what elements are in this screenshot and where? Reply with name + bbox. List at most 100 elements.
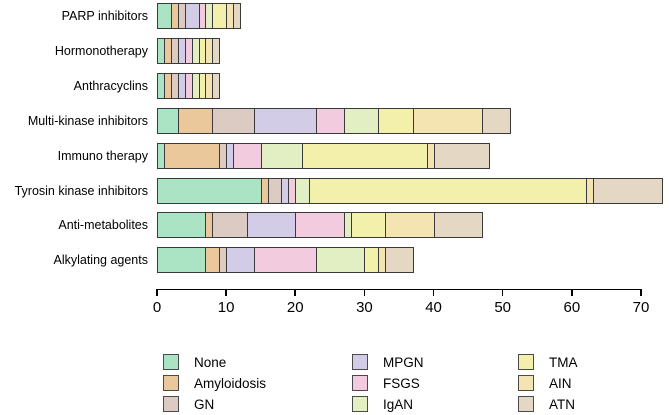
bar-segment-tma	[378, 107, 415, 134]
bar-row	[157, 107, 511, 134]
legend-swatch	[518, 354, 534, 370]
x-axis-tick-label: 20	[286, 299, 304, 316]
bar-segment-ain	[385, 212, 435, 239]
bar-segment-tma	[212, 3, 228, 29]
bar-row	[157, 247, 415, 274]
bar-segment-fsgs	[253, 247, 318, 274]
legend-label: IgAN	[383, 396, 414, 412]
legend-swatch	[163, 375, 179, 391]
bar-segment-gn	[267, 177, 283, 204]
bar-segment-amyloidosis	[205, 247, 221, 274]
legend-swatch	[518, 396, 534, 412]
x-axis-tick-label: 10	[217, 299, 235, 316]
x-axis-tick	[640, 288, 642, 296]
x-axis-tick	[432, 288, 435, 296]
bar-row	[157, 3, 242, 29]
bar-row	[157, 72, 221, 99]
category-label: Anti-metabolites	[58, 218, 148, 233]
x-axis-tick	[571, 288, 573, 296]
legend-label: ATN	[549, 396, 575, 412]
legend-swatch	[163, 354, 179, 370]
legend-item-mpgn: MPGN	[352, 354, 424, 370]
bar-segment-none	[157, 212, 207, 239]
legend-swatch	[352, 354, 368, 370]
bar-segment-fsgs	[233, 142, 262, 169]
legend-label: TMA	[549, 354, 578, 370]
legend-label: Amyloidosis	[194, 375, 267, 391]
bar-segment-igan	[343, 107, 380, 134]
bar-segment-tma	[350, 212, 387, 239]
legend-swatch	[518, 375, 534, 391]
bar-segment-amyloidosis	[163, 142, 221, 169]
category-label: Immuno therapy	[57, 148, 148, 163]
bar-segment-atn	[482, 107, 511, 134]
bar-segment-mpgn	[226, 247, 255, 274]
x-axis-tick	[363, 288, 366, 296]
category-label: Hormonotherapy	[54, 43, 148, 58]
bar-segment-amyloidosis	[177, 107, 214, 134]
bar-segment-none	[157, 177, 262, 204]
bar-segment-tma	[309, 177, 587, 204]
x-axis-tick-label: 60	[563, 299, 581, 316]
x-axis-tick-label: 70	[632, 299, 650, 316]
bar-row	[157, 142, 491, 169]
bar-segment-igan	[295, 177, 311, 204]
legend-label: MPGN	[383, 354, 424, 370]
bar-segment-none	[157, 3, 173, 29]
bar-segment-tma	[364, 247, 380, 274]
bar-segment-mpgn	[184, 3, 200, 29]
legend-label: None	[194, 354, 227, 370]
bar-segment-mpgn	[246, 212, 297, 239]
legend-item-fsgs: FSGS	[352, 375, 420, 391]
bar-segment-atn	[433, 142, 491, 169]
x-axis-tick-label: 30	[356, 299, 373, 316]
legend-item-amyloidosis: Amyloidosis	[163, 375, 266, 391]
legend-item-none: None	[163, 354, 226, 370]
bar-segment-none	[157, 107, 179, 134]
category-label: PARP inhibitors	[61, 9, 148, 23]
bar-segment-atn	[385, 247, 415, 274]
bar-segment-atn	[233, 3, 242, 29]
bar-segment-igan	[316, 247, 366, 274]
bar-segment-ain	[412, 107, 484, 134]
legend-item-atn: ATN	[518, 396, 575, 412]
bar-segment-atn	[212, 72, 221, 99]
legend-item-gn: GN	[163, 396, 214, 412]
x-axis-tick-label: 40	[425, 299, 442, 316]
bar-row	[157, 212, 484, 239]
legend-swatch	[352, 375, 368, 391]
bar-row	[157, 177, 663, 204]
x-axis-tick	[501, 288, 504, 296]
legend-label: GN	[194, 396, 215, 412]
bar-segment-none	[157, 247, 207, 274]
bar-segment-atn	[592, 177, 663, 204]
legend-item-igan: IgAN	[352, 396, 413, 412]
legend-swatch	[352, 396, 368, 412]
bar-segment-atn	[212, 37, 221, 64]
category-label: Alkylating agents	[53, 253, 148, 268]
category-label: Multi-kinase inhibitors	[27, 113, 148, 128]
legend-item-ain: AIN	[518, 375, 572, 391]
bar-segment-mpgn	[253, 107, 318, 134]
bar-segment-atn	[433, 212, 484, 239]
x-axis-tick	[156, 288, 158, 296]
legend-label: AIN	[549, 375, 572, 391]
category-label: Tyrosin kinase inhibitors	[14, 183, 148, 198]
x-axis-tick	[294, 288, 297, 296]
x-axis-tick-label: 50	[494, 299, 512, 316]
legend-swatch	[163, 396, 179, 412]
bar-segment-gn	[212, 107, 255, 134]
bar-segment-fsgs	[316, 107, 345, 134]
legend-item-tma: TMA	[518, 354, 578, 370]
category-label: Anthracyclins	[73, 78, 148, 93]
x-axis-line	[157, 288, 641, 291]
legend-label: FSGS	[383, 375, 420, 391]
x-axis-tick-label: 0	[152, 299, 162, 316]
bar-segment-gn	[212, 212, 249, 239]
x-axis-tick	[225, 288, 227, 296]
bar-segment-igan	[260, 142, 304, 169]
bar-row	[157, 37, 221, 64]
bar-segment-tma	[302, 142, 428, 169]
bar-segment-fsgs	[295, 212, 345, 239]
